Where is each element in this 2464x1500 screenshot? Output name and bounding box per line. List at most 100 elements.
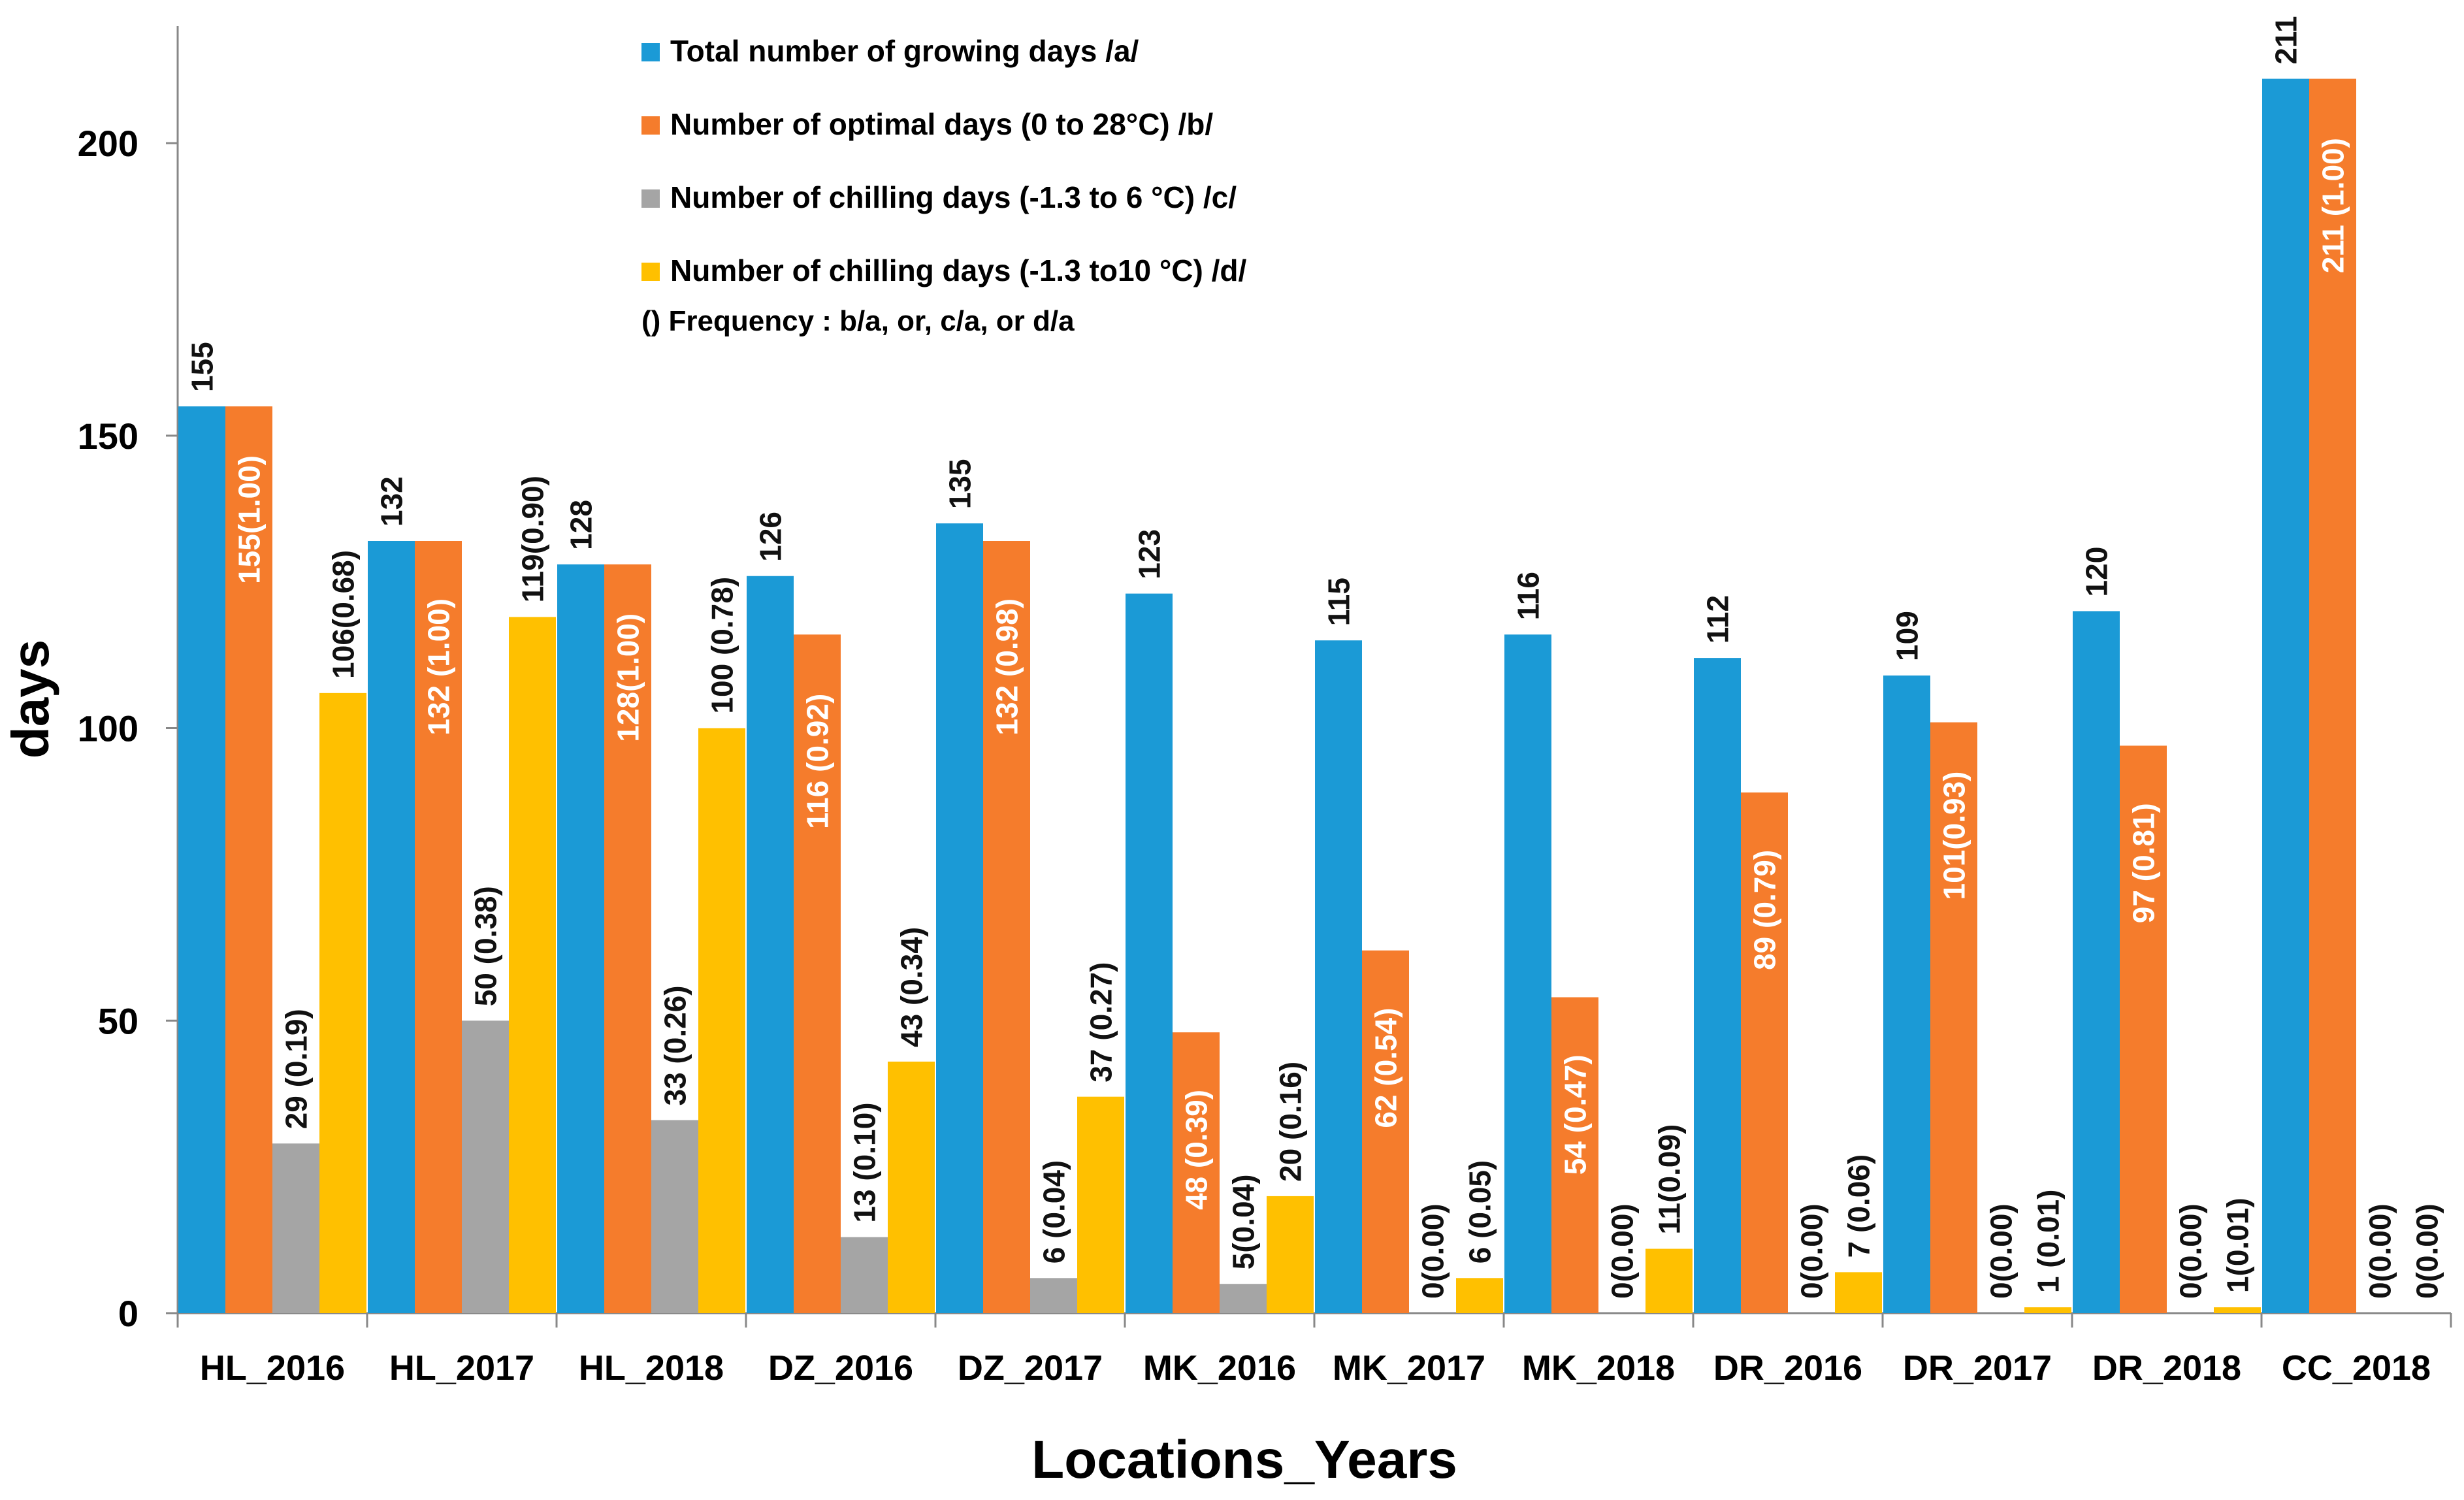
bar-data-label: 33 (0.26) bbox=[658, 985, 692, 1105]
bar-data-label: 123 bbox=[1133, 529, 1167, 579]
y-tick-label: 200 bbox=[78, 123, 138, 164]
bar bbox=[557, 564, 604, 1314]
bar bbox=[415, 541, 462, 1313]
bar-data-label: 155 bbox=[186, 342, 219, 392]
legend-note: () Frequency : b/a, or, c/a, or d/a bbox=[641, 305, 1075, 337]
x-tick-label: MK_2018 bbox=[1522, 1348, 1675, 1388]
bar-data-label: 6 (0.05) bbox=[1463, 1160, 1497, 1264]
bar-data-label: 119(0.90) bbox=[516, 476, 550, 602]
bar bbox=[2024, 1307, 2071, 1313]
bar bbox=[1930, 722, 1977, 1313]
legend-swatch bbox=[641, 189, 660, 208]
bar bbox=[1504, 634, 1551, 1313]
bar bbox=[2309, 78, 2356, 1313]
bar-data-label: 115 bbox=[1322, 578, 1356, 626]
bar-data-label: 155(1.00) bbox=[233, 455, 267, 584]
bar-data-label: 89 (0.79) bbox=[1748, 850, 1782, 970]
bar bbox=[1077, 1096, 1124, 1313]
legend-swatch bbox=[641, 43, 660, 61]
legend-entry: Total number of growing days /a/ bbox=[670, 34, 1139, 68]
bar-data-label: 0(0.00) bbox=[1985, 1203, 2018, 1299]
legend-swatch bbox=[641, 116, 660, 135]
x-axis: HL_2016 HL_2017 HL_2018 DZ_2016 DZ_2017 MK_20… bbox=[176, 1312, 2452, 1388]
x-axis-title: Locations_Years bbox=[1031, 1430, 1457, 1490]
x-tick-label: DZ_2017 bbox=[958, 1348, 1103, 1388]
bar-data-label: 211 (1.00) bbox=[2316, 138, 2350, 273]
bar-data-label: 6 (0.04) bbox=[1037, 1160, 1071, 1264]
y-axis: 0 50 100 150 200 bbox=[78, 26, 179, 1334]
y-tick-label: 100 bbox=[78, 708, 138, 749]
bar bbox=[604, 564, 651, 1314]
bar-data-label: 1 (0.01) bbox=[2032, 1190, 2066, 1294]
bar bbox=[1694, 658, 1741, 1313]
bar bbox=[1220, 1284, 1267, 1313]
bar-data-label: 109 bbox=[1890, 611, 1924, 661]
bar-data-label: 128(1.00) bbox=[611, 613, 645, 742]
x-tick-label: HL_2016 bbox=[200, 1348, 345, 1388]
bars bbox=[178, 78, 2356, 1314]
bar-labels: 155 132 128 126 135 123 115 116 112 109 120 211 155(… bbox=[186, 16, 2444, 1299]
x-tick-label: MK_2017 bbox=[1333, 1348, 1485, 1388]
bar bbox=[2073, 611, 2120, 1313]
bar bbox=[1741, 792, 1788, 1313]
bar bbox=[2214, 1307, 2261, 1313]
bar-data-label: 211 bbox=[2269, 16, 2303, 64]
legend-swatch bbox=[641, 263, 660, 281]
bar bbox=[1267, 1196, 1314, 1313]
bar bbox=[178, 406, 225, 1314]
y-tick-label: 50 bbox=[98, 1000, 138, 1041]
bar-data-label: 116 (0.92) bbox=[801, 694, 835, 829]
bar bbox=[1126, 593, 1173, 1314]
x-tick-label: HL_2018 bbox=[579, 1348, 724, 1388]
bar-data-label: 0(0.00) bbox=[2363, 1203, 2397, 1299]
bar-data-label: 50 (0.38) bbox=[469, 886, 503, 1006]
bar-data-label: 29 (0.19) bbox=[280, 1009, 314, 1129]
bar bbox=[462, 1020, 509, 1313]
bar-data-label: 132 (0.98) bbox=[990, 598, 1024, 736]
legend-entry: Number of optimal days (0 to 28°C) /b/ bbox=[670, 107, 1213, 141]
x-tick-label: CC_2018 bbox=[2282, 1348, 2431, 1388]
bar bbox=[1173, 1032, 1220, 1313]
x-ticks: HL_2016 HL_2017 HL_2018 DZ_2016 DZ_2017 MK_20… bbox=[176, 1313, 2452, 1388]
y-ticks: 0 50 100 150 200 bbox=[78, 123, 178, 1334]
x-tick-label: DR_2017 bbox=[1903, 1348, 2052, 1388]
bar-data-label: 135 bbox=[943, 459, 977, 509]
y-tick-label: 150 bbox=[78, 416, 138, 457]
x-tick-label: MK_2016 bbox=[1143, 1348, 1296, 1388]
bar-data-label: 106(0.68) bbox=[327, 550, 361, 679]
bar bbox=[1645, 1248, 1693, 1313]
bar bbox=[1551, 997, 1598, 1313]
bar-data-label: 0(0.00) bbox=[1795, 1203, 1829, 1299]
bar bbox=[747, 576, 794, 1313]
bar-data-label: 116 bbox=[1512, 572, 1546, 620]
bar bbox=[225, 406, 272, 1314]
legend: Total number of growing days /a/Number o… bbox=[641, 34, 1247, 337]
y-tick-label: 0 bbox=[118, 1293, 138, 1334]
bar bbox=[319, 693, 366, 1313]
bar bbox=[2262, 78, 2309, 1313]
bar bbox=[651, 1120, 698, 1313]
bar bbox=[698, 728, 745, 1313]
x-tick-label: HL_2017 bbox=[389, 1348, 534, 1388]
bar bbox=[1030, 1278, 1077, 1313]
bar-data-label: 0(0.00) bbox=[2174, 1203, 2208, 1299]
bar bbox=[936, 523, 983, 1313]
bar bbox=[509, 617, 556, 1313]
bar-data-label: 0(0.00) bbox=[1606, 1203, 1640, 1299]
bar bbox=[1456, 1278, 1503, 1313]
bar bbox=[983, 541, 1030, 1313]
bar-data-label: 0(0.00) bbox=[1416, 1203, 1450, 1299]
bar-data-label: 112 bbox=[1701, 595, 1735, 644]
x-tick-label: DR_2018 bbox=[2092, 1348, 2241, 1388]
bar-data-label: 120 bbox=[2080, 547, 2114, 597]
bar bbox=[888, 1061, 935, 1313]
bar-data-label: 128 bbox=[564, 500, 598, 550]
bar bbox=[368, 541, 415, 1313]
bar-data-label: 101(0.93) bbox=[1937, 772, 1971, 900]
bar-data-label: 48 (0.39) bbox=[1180, 1090, 1214, 1210]
bar-data-label: 37 (0.27) bbox=[1084, 962, 1118, 1083]
legend-entry: Number of chilling days (-1.3 to 6 °C) /… bbox=[670, 180, 1237, 214]
bar bbox=[841, 1237, 888, 1313]
bar-data-label: 13 (0.10) bbox=[848, 1102, 882, 1222]
bar-data-label: 62 (0.54) bbox=[1369, 1008, 1403, 1128]
